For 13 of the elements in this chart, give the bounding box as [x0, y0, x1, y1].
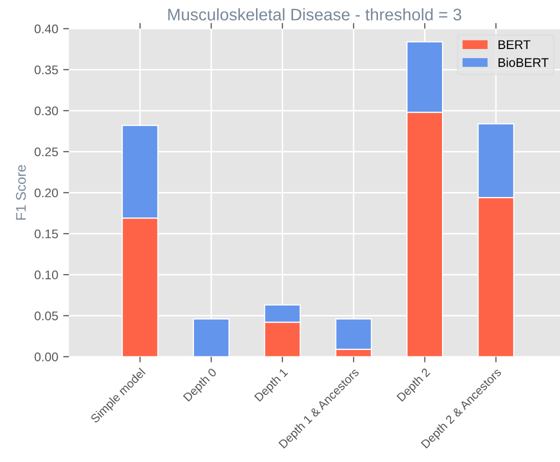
y-tick-label: 0.10 [34, 270, 58, 280]
legend-label: BioBERT [498, 58, 548, 67]
y-tick-label: 0.15 [34, 229, 58, 238]
y-tick-label: 0.00 [34, 352, 58, 362]
legend-label: BERT [498, 40, 530, 49]
y-tick-label: 0.30 [34, 106, 58, 116]
y-axis-title: F1 Score [16, 165, 26, 220]
chart-title: Musculoskeletal Disease - threshold = 3 [168, 8, 462, 20]
y-tick-label: 0.25 [34, 147, 58, 156]
y-tick-label: 0.05 [34, 311, 58, 320]
y-tick-label: 0.35 [34, 65, 58, 74]
y-tick-label: 0.20 [34, 188, 58, 198]
y-tick-label: 0.40 [34, 24, 58, 34]
